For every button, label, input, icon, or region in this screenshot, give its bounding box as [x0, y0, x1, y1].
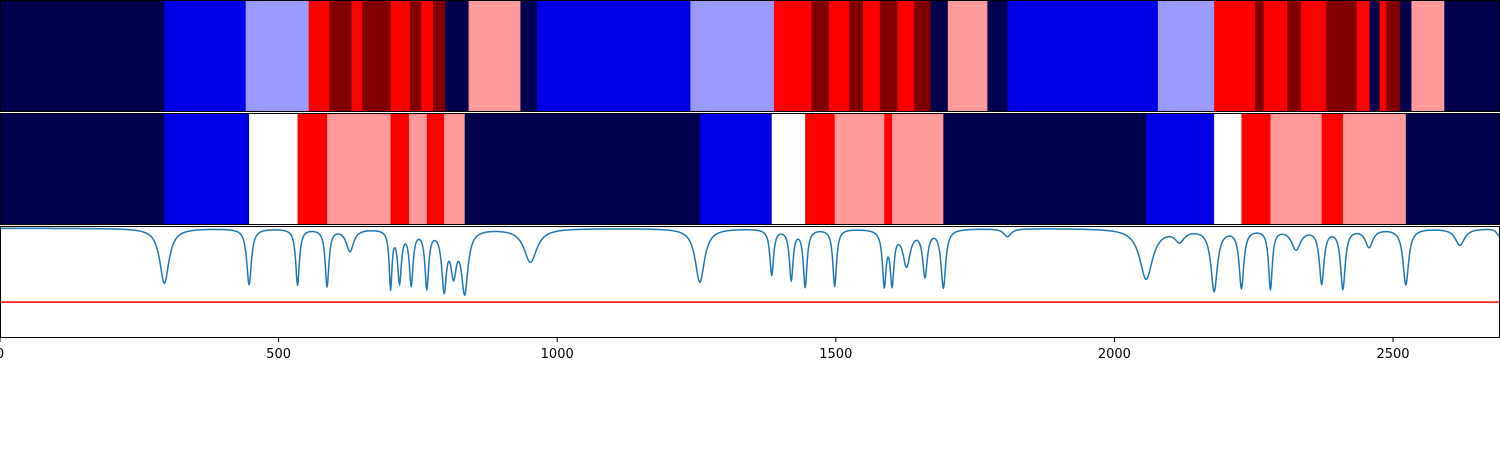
- heatmap-segment: [390, 113, 410, 225]
- x-tick-label: 500: [266, 347, 291, 362]
- heatmap-segment: [897, 0, 915, 112]
- line-plot-panel: [0, 226, 1500, 338]
- heatmap-segment: [0, 113, 165, 225]
- heatmap-segment: [943, 113, 1147, 225]
- heatmap-segment: [930, 0, 949, 112]
- heatmap-segment: [390, 0, 411, 112]
- x-tick-label: 1500: [819, 347, 852, 362]
- heatmap-segment: [1157, 0, 1215, 112]
- heatmap-segment: [884, 113, 893, 225]
- heatmap-segment: [1214, 0, 1256, 112]
- heatmap-segment: [464, 113, 701, 225]
- heatmap-segment: [468, 0, 521, 112]
- heatmap-segment: [1356, 0, 1371, 112]
- heatmap-segment: [0, 0, 165, 112]
- heatmap-segment: [1007, 0, 1159, 112]
- heatmap-segment: [1287, 0, 1302, 112]
- heatmap-segment: [879, 0, 899, 112]
- heatmap-segment: [771, 113, 806, 225]
- heatmap-segment: [892, 113, 944, 225]
- heatmap-segment: [327, 113, 391, 225]
- heatmap-segment: [164, 0, 247, 112]
- heatmap-segment: [1263, 0, 1288, 112]
- top-heatmap-row: [0, 0, 1500, 112]
- heatmap-segment: [164, 113, 250, 225]
- heatmap-segment: [308, 0, 330, 112]
- heatmap-segment: [863, 0, 881, 112]
- heatmap-segment: [829, 0, 850, 112]
- heatmap-segment: [410, 0, 422, 112]
- heatmap-segment: [699, 113, 773, 225]
- heatmap-segment: [1254, 0, 1265, 112]
- heatmap-segment: [249, 113, 298, 225]
- heatmap-segment: [520, 0, 538, 112]
- x-tick-label: 2500: [1376, 347, 1409, 362]
- heatmap-segment: [445, 0, 470, 112]
- heatmap-segment: [849, 0, 864, 112]
- heatmap-segment: [1146, 113, 1215, 225]
- heatmap-segment: [432, 0, 446, 112]
- heatmap-segment: [811, 0, 830, 112]
- heatmap-segment: [351, 0, 363, 112]
- signal-line: [0, 227, 1500, 296]
- heatmap-segment: [1321, 113, 1344, 225]
- x-axis: 0 500 1000 1500 2000 2500: [0, 338, 1410, 362]
- heatmap-segment: [245, 0, 310, 112]
- heatmap-segment: [1386, 0, 1401, 112]
- heatmap-segment: [1379, 0, 1387, 112]
- heatmap-segment: [444, 113, 466, 225]
- heatmap-segment: [1241, 113, 1271, 225]
- heatmap-segment: [773, 0, 812, 112]
- heatmap-segment: [1405, 113, 1500, 225]
- x-tick-label: 2000: [1098, 347, 1131, 362]
- x-tick-label: 1000: [541, 347, 574, 362]
- heatmap-segment: [329, 0, 352, 112]
- heatmap-segment: [408, 113, 428, 225]
- heatmap-segment: [1461, 0, 1500, 112]
- heatmap-segment: [421, 0, 434, 112]
- middle-heatmap-row: [0, 113, 1500, 225]
- heatmap-segment: [297, 113, 328, 225]
- heatmap-segment: [362, 0, 391, 112]
- heatmap-segment: [1444, 0, 1462, 112]
- heatmap-segment: [1301, 0, 1327, 112]
- heatmap-segment: [987, 0, 1008, 112]
- heatmap-segment: [1326, 0, 1358, 112]
- heatmap-segment: [913, 0, 931, 112]
- heatmap-segment: [690, 0, 775, 112]
- heatmap-segment: [1411, 0, 1445, 112]
- heatmap-segment: [1400, 0, 1412, 112]
- heatmap-segment: [1342, 113, 1407, 225]
- heatmap-segment: [1369, 0, 1381, 112]
- heatmap-segment: [426, 113, 445, 225]
- heatmap-segment: [805, 113, 836, 225]
- heatmap-segment: [947, 0, 988, 112]
- heatmap-segment: [537, 0, 691, 112]
- heatmap-segment: [1214, 113, 1242, 225]
- x-tick-label: 0: [0, 347, 4, 362]
- heatmap-segment: [1270, 113, 1323, 225]
- heatmap-segment: [834, 113, 885, 225]
